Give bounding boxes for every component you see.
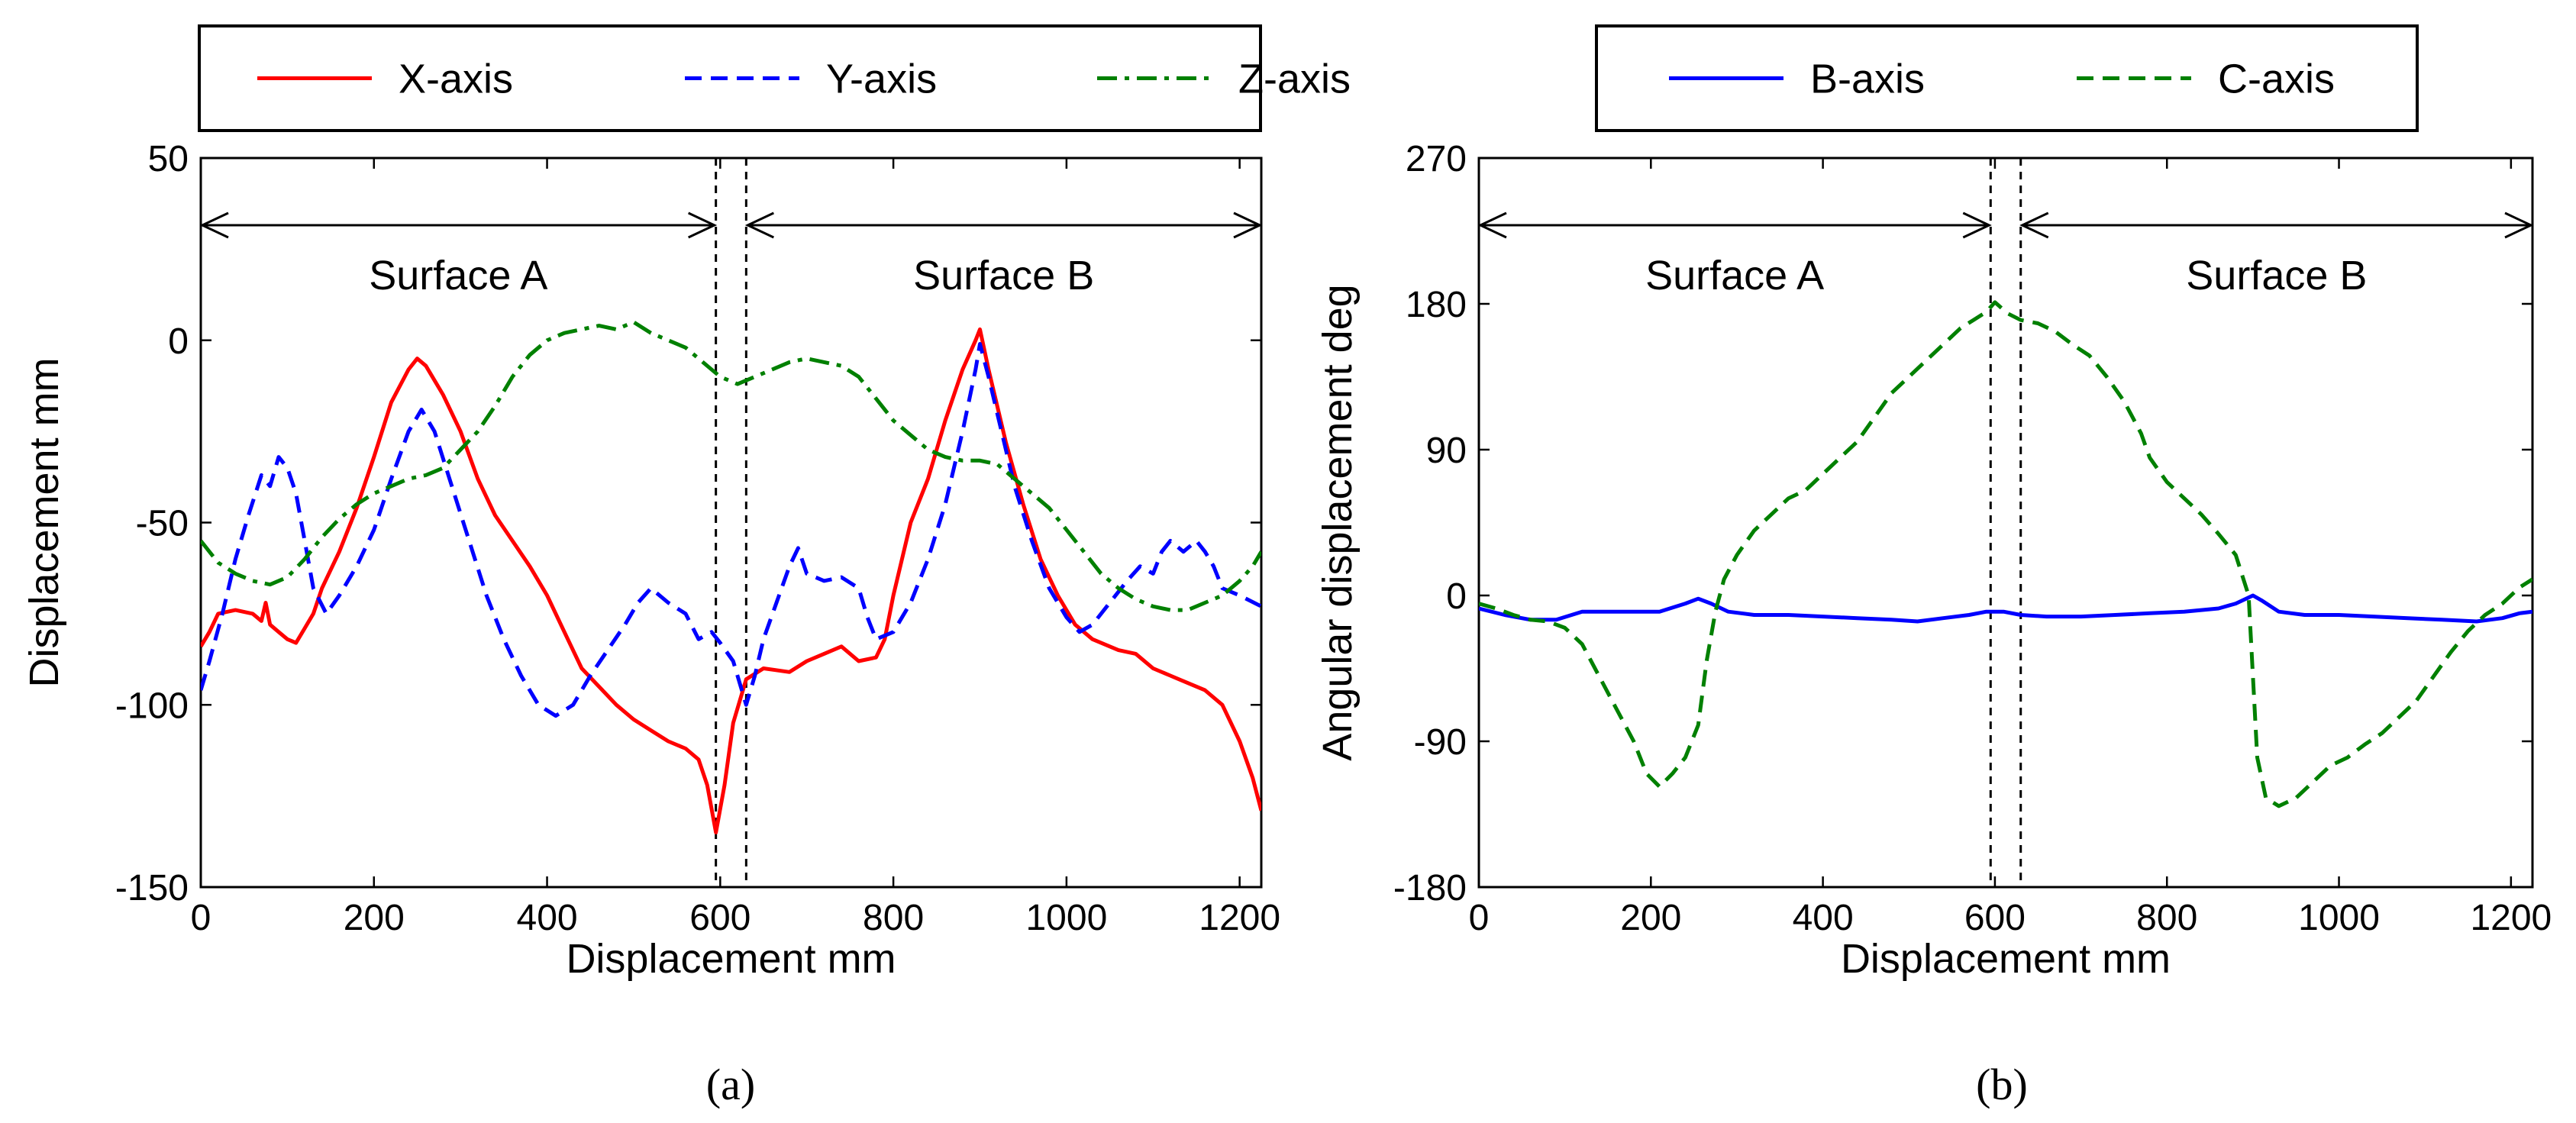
arrowhead-left [2019, 211, 2049, 239]
x-tick-label: 400 [1793, 898, 1854, 938]
y-tick-label: -90 [1414, 722, 1467, 763]
y-tick-label: -50 [136, 504, 189, 544]
arrowhead-right [688, 211, 718, 239]
x-axis-label: Displacement mm [1841, 936, 2171, 982]
plot-frame [1477, 157, 2534, 889]
arrowhead-right [2504, 211, 2534, 239]
y-tick-label: 0 [1446, 576, 1467, 617]
x-tick-label: 800 [2136, 898, 2197, 938]
series-line-x-axis [201, 327, 1261, 834]
x-tick-label: 600 [1964, 898, 2026, 938]
y-tick-label: -150 [115, 868, 189, 908]
arrowhead-left [199, 211, 229, 239]
x-tick-label: 1200 [2470, 898, 2552, 938]
x-axis-label: Displacement mm [566, 936, 896, 982]
legend-box [198, 24, 1262, 132]
x-tick-label: 0 [191, 898, 211, 938]
x-tick-label: 200 [344, 898, 405, 938]
series-line-y-axis [201, 342, 1261, 718]
series-line-c-axis [1479, 300, 2532, 808]
x-tick-label: 400 [517, 898, 578, 938]
x-tick-label: 200 [1620, 898, 1681, 938]
y-tick-label: 270 [1406, 139, 1467, 179]
y-tick-label: 180 [1406, 285, 1467, 325]
panel-a-chart: 0 200 400 600 800 1000 1200 -150 -100 -50 0 50 Displ… [21, 24, 1351, 1109]
arrowhead-right [1233, 211, 1263, 239]
arrowhead-left [744, 211, 774, 239]
y-tick-label: -100 [115, 686, 189, 726]
series-line-z-axis [201, 320, 1261, 612]
panel-caption: (a) [706, 1060, 755, 1109]
x-tick-label: 1200 [1199, 898, 1280, 938]
legend-label: B-axis [1810, 56, 1925, 102]
x-tick-label: 800 [863, 898, 924, 938]
legend-label: Z-axis [1238, 56, 1351, 102]
x-tick-label: 1000 [1025, 898, 1107, 938]
arrowhead-left [1477, 211, 1507, 239]
y-axis-label: Angular displacement deg [1315, 284, 1361, 760]
x-tick-label: 600 [689, 898, 751, 938]
y-tick-label: 0 [168, 321, 189, 362]
y-tick-label: 50 [148, 139, 189, 179]
plot-frame [199, 157, 1263, 889]
legend-label: C-axis [2218, 56, 2335, 102]
y-axis-label: Displacement mm [21, 357, 67, 687]
y-tick-label: 90 [1426, 431, 1467, 471]
panel-b-chart: 0 200 400 600 800 1000 1200 -180 -90 0 90 180 270 Dis… [1315, 24, 2552, 1109]
y-tick-label: -180 [1393, 868, 1467, 908]
panel-caption: (b) [1976, 1060, 2028, 1109]
x-tick-label: 0 [1469, 898, 1490, 938]
arrowhead-right [1962, 211, 1992, 239]
legend-label: X-axis [399, 56, 513, 102]
surface-label: Surface B [2186, 253, 2367, 298]
surface-label: Surface B [913, 253, 1094, 298]
surface-label: Surface A [1645, 253, 1824, 298]
x-tick-label: 1000 [2298, 898, 2380, 938]
legend-label: Y-axis [826, 56, 937, 102]
series-line-b-axis [1479, 593, 2532, 624]
surface-label: Surface A [369, 253, 547, 298]
